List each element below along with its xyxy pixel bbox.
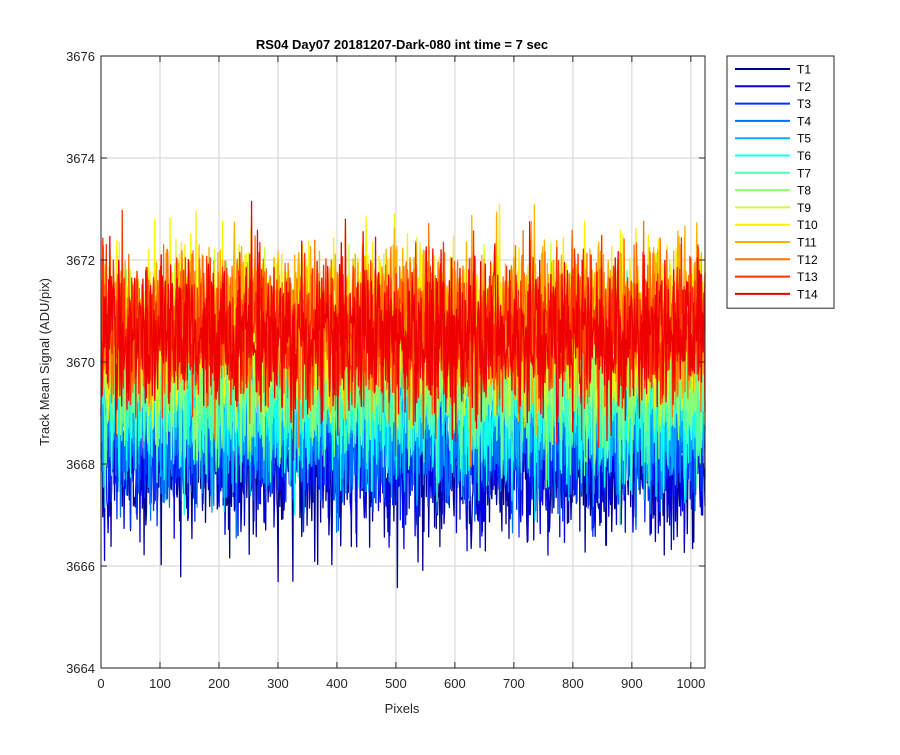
series-line-t14: [100, 200, 706, 461]
legend-label: T11: [797, 236, 817, 250]
legend-label: T12: [797, 253, 818, 267]
legend-label: T6: [797, 149, 811, 163]
x-tick-label: 0: [97, 676, 104, 691]
legend-box: [726, 55, 835, 309]
x-tick-label: 600: [444, 676, 466, 691]
legend-label: T3: [797, 97, 811, 111]
y-tick-label: 3668: [66, 457, 95, 472]
legend-label: T1: [797, 63, 811, 77]
y-tick-label: 3666: [66, 559, 95, 574]
legend-label: T13: [797, 270, 818, 284]
legend-label: T8: [797, 184, 811, 198]
x-tick-label: 800: [562, 676, 584, 691]
x-tick-label: 400: [326, 676, 348, 691]
y-axis-label: Track Mean Signal (ADU/pix): [37, 278, 52, 446]
x-tick-label: 900: [621, 676, 643, 691]
legend-label: T2: [797, 80, 811, 94]
legend-label: T5: [797, 132, 811, 146]
x-tick-label: 200: [208, 676, 230, 691]
x-tick-label: 500: [385, 676, 407, 691]
tick-labels: 0 100 200 300 400 500 600 700 800 900 1000 3664 3666…: [66, 49, 705, 691]
legend-label: T10: [797, 218, 818, 232]
x-axis-label: Pixels: [385, 701, 420, 716]
x-tick-label: 700: [503, 676, 525, 691]
y-tick-label: 3676: [66, 49, 95, 64]
y-tick-label: 3672: [66, 253, 95, 268]
y-tick-label: 3664: [66, 661, 95, 676]
axes: [100, 55, 706, 669]
legend-label: T9: [797, 201, 811, 215]
x-tick-label: 100: [149, 676, 171, 691]
legend-label: T14: [797, 287, 818, 301]
legend-label: T7: [797, 166, 811, 180]
x-tick-label: 300: [267, 676, 289, 691]
legend: T1 T2 T3 T4 T5 T6 T7 T8 T9 T10 T11 T12 T13 T14: [726, 55, 835, 309]
series-group: [100, 200, 706, 589]
x-tick-label: 1000: [676, 676, 705, 691]
y-tick-label: 3670: [66, 355, 95, 370]
chart-title: RS04 Day07 20181207-Dark-080 int time = …: [256, 37, 548, 52]
y-tick-label: 3674: [66, 151, 95, 166]
legend-label: T4: [797, 114, 811, 128]
